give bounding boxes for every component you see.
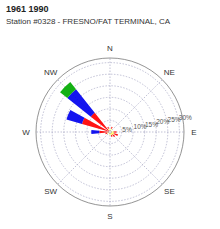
bar-segment (60, 82, 76, 98)
radial-tick-label: 5% (122, 126, 132, 133)
grid-spoke (110, 132, 162, 184)
bar-segment (91, 130, 99, 134)
grid-spoke (110, 132, 111, 206)
chart: 1961 1990 Station #0328 - FRESNO/FAT TERM… (0, 0, 220, 229)
direction-label: W (22, 128, 30, 137)
bar-segment (82, 118, 109, 132)
bar-segment (112, 134, 115, 137)
bar-segment (99, 131, 108, 133)
title: 1961 1990 (6, 4, 49, 14)
grid-spoke (58, 80, 110, 132)
direction-label: S (107, 212, 112, 221)
axis-domain (36, 58, 184, 206)
grid-spoke (110, 58, 111, 132)
grid (36, 58, 184, 206)
direction-label: NW (44, 68, 58, 77)
bar-segment (111, 132, 114, 134)
bar-segment (105, 133, 107, 135)
direction-label: E (191, 128, 196, 137)
direction-label: SE (164, 187, 175, 196)
bar-segment (111, 127, 113, 129)
direction-label: SW (44, 187, 57, 196)
plot: 5%10%15%20%25%30%NNEESESSWWNW (22, 44, 196, 221)
bar-segment (114, 131, 117, 132)
subtitle: Station #0328 - FRESNO/FAT TERMINAL, CA (6, 17, 171, 26)
grid-spoke (110, 132, 184, 133)
bars (60, 82, 118, 137)
bar-segment (66, 110, 84, 124)
grid-spoke (58, 132, 110, 184)
direction-label: N (107, 44, 113, 53)
grid-spoke (110, 80, 162, 132)
bar-segment (107, 127, 109, 129)
direction-label: NE (164, 68, 175, 77)
calm-circle (109, 131, 112, 134)
bar-segment (111, 135, 113, 137)
radial-tick-label: 30% (179, 114, 192, 121)
